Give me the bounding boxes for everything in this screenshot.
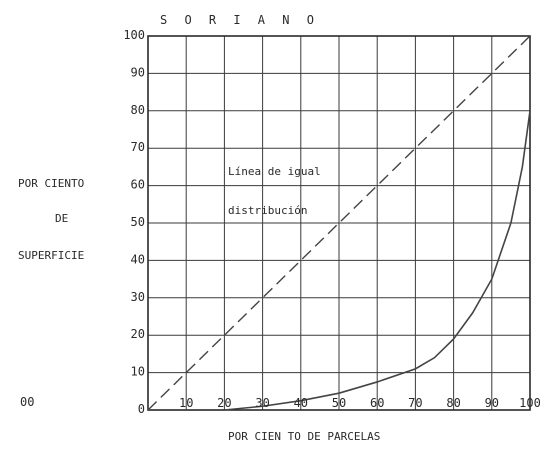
grid <box>147 35 531 411</box>
y-tick-label: 60 <box>131 178 145 192</box>
x-tick-label: 20 <box>217 396 231 410</box>
y-tick-label: 70 <box>131 140 145 154</box>
series-layer <box>147 35 531 411</box>
x-tick-label: 70 <box>408 396 422 410</box>
x-tick-label: 50 <box>332 396 346 410</box>
chart-title: S O R I A N O <box>160 13 319 27</box>
y-axis-label-line-3: SUPERFICIE <box>18 249 84 262</box>
y-tick-label: 0 <box>138 402 145 416</box>
y-tick-label: 10 <box>131 365 145 379</box>
y-axis-label-line-2: DE <box>55 212 68 225</box>
x-tick-label: 30 <box>255 396 269 410</box>
label-layer: 0 10 20 30 40 50 60 70 80 90 100 10 20 30 40 50 60 70 80 90… <box>123 28 541 416</box>
plot-frame <box>147 35 531 411</box>
y-tick-label: 100 <box>123 28 145 42</box>
y-tick-label: 40 <box>131 252 145 266</box>
x-tick-label: 40 <box>294 396 308 410</box>
annotation-line-2: distribución <box>228 204 307 217</box>
y-tick-label: 50 <box>131 215 145 229</box>
x-tick-label: 10 <box>179 396 193 410</box>
y-axis-label-line-1: POR CIENTO <box>18 177 84 190</box>
annotation-line-1: Línea de igual <box>228 165 321 178</box>
y-tick-label: 90 <box>131 65 145 79</box>
x-tick-label: 80 <box>446 396 460 410</box>
x-tick-label: 90 <box>485 396 499 410</box>
y-tick-label: 20 <box>131 327 145 341</box>
y-tick-label: 30 <box>131 290 145 304</box>
x-tick-label: 100 <box>519 396 541 410</box>
x-axis-label: POR CIEN TO DE PARCELAS <box>228 430 380 443</box>
y-tick-label: 80 <box>131 103 145 117</box>
lorenz-curve <box>148 110 531 411</box>
stray-label: 00 <box>20 395 34 409</box>
x-tick-label: 60 <box>370 396 384 410</box>
